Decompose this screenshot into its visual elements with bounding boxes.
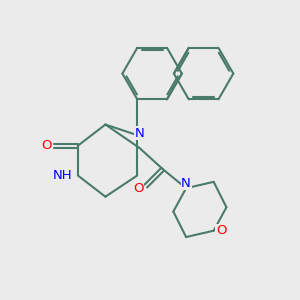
Text: O: O xyxy=(133,182,143,195)
Text: N: N xyxy=(134,127,144,140)
Text: O: O xyxy=(42,139,52,152)
Text: O: O xyxy=(216,224,226,237)
Text: N: N xyxy=(181,177,191,190)
Text: NH: NH xyxy=(53,169,73,182)
